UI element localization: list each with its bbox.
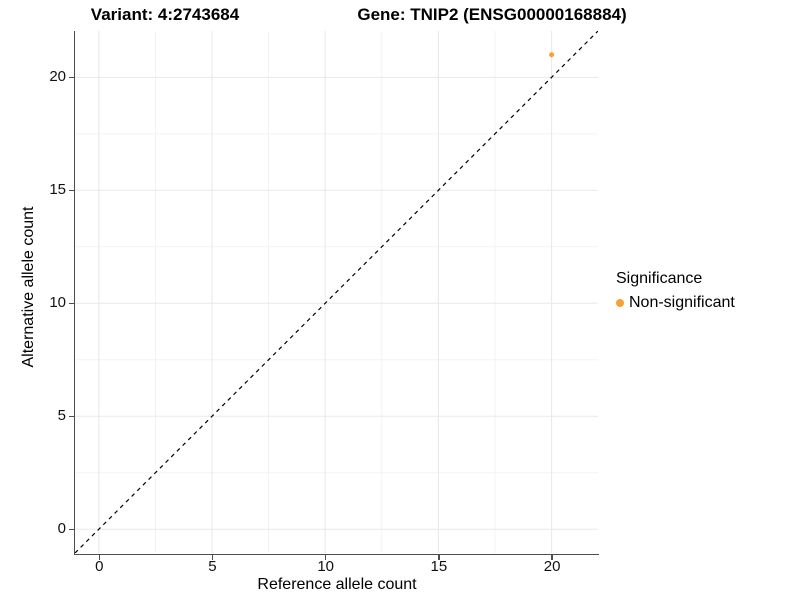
y-tick-mark — [69, 189, 74, 192]
legend: Significance Non-significant — [616, 270, 735, 312]
x-tick-label: 15 — [430, 558, 448, 575]
y-tick-label: 20 — [49, 68, 66, 86]
x-tick-mark — [211, 555, 214, 560]
y-tick-mark — [69, 415, 74, 418]
x-tick-mark — [438, 555, 440, 560]
y-tick-label: 5 — [57, 407, 66, 425]
x-tick-mark — [98, 555, 101, 560]
y-tick-label: 10 — [49, 294, 66, 312]
x-tick-label: 0 — [95, 558, 104, 575]
x-tick-mark — [324, 555, 327, 560]
plot-panel — [74, 31, 599, 555]
variant-title: Variant: 4:2743684 — [90, 5, 240, 24]
y-tick-mark — [69, 528, 74, 531]
y-tick-mark — [69, 76, 74, 79]
x-tick-mark — [551, 555, 553, 560]
x-axis-title: Reference allele count — [257, 576, 417, 593]
data-point — [549, 52, 555, 58]
x-tick-label: 5 — [208, 558, 217, 575]
gene-title: Gene: TNIP2 (ENSG00000168884) — [357, 5, 627, 24]
identity-line — [75, 31, 598, 553]
y-axis-title: Alternative allele count — [20, 206, 37, 368]
y-tick-mark — [69, 302, 74, 305]
legend-point-icon — [616, 299, 624, 307]
legend-title: Significance — [616, 270, 703, 287]
legend-item-label: Non-significant — [629, 294, 735, 311]
legend-item-non-significant: Non-significant — [616, 294, 735, 312]
plot-canvas — [75, 31, 598, 553]
x-tick-label: 10 — [317, 558, 335, 575]
y-tick-label: 15 — [49, 181, 66, 199]
x-tick-label: 20 — [543, 558, 561, 575]
y-tick-label: 0 — [57, 520, 66, 538]
